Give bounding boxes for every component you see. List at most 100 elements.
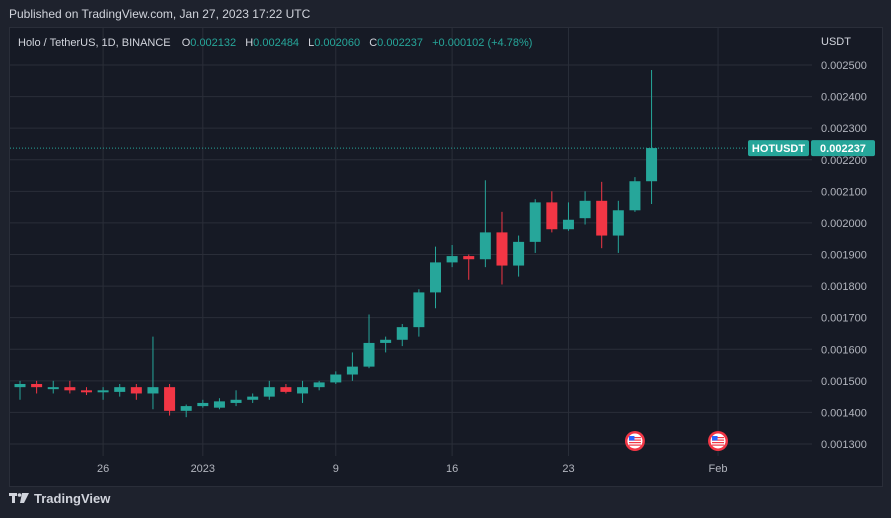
low-label: L xyxy=(308,37,314,49)
candle[interactable] xyxy=(430,246,441,309)
price-axis: 0.002500 0.002400 0.002300 0.002200 0.002100… xyxy=(821,60,867,451)
candle[interactable] xyxy=(346,352,358,381)
candle-body xyxy=(646,148,658,182)
symbol-label: Holo / TetherUS, 1D, BINANCE xyxy=(18,37,171,49)
tradingview-brand-label: TradingView xyxy=(34,491,111,506)
candle[interactable] xyxy=(47,380,59,394)
candle[interactable] xyxy=(31,380,43,394)
candle-body xyxy=(446,256,458,263)
candle[interactable] xyxy=(396,323,408,347)
candle-body xyxy=(629,181,641,211)
event-markers xyxy=(624,431,729,451)
price-tick-label: 0.001600 xyxy=(821,344,867,356)
price-tick-label: 0.001700 xyxy=(821,313,867,325)
candle[interactable] xyxy=(596,181,608,249)
candle[interactable] xyxy=(263,380,275,400)
candle-body xyxy=(64,387,76,391)
close-value: 0.002237 xyxy=(377,37,423,49)
price-tick-label: 0.001400 xyxy=(821,407,867,419)
candle[interactable] xyxy=(546,191,558,233)
candle[interactable] xyxy=(230,390,242,407)
candle[interactable] xyxy=(313,380,325,391)
candle[interactable] xyxy=(612,200,624,253)
candle-body xyxy=(213,401,225,408)
candle[interactable] xyxy=(164,383,176,416)
candle[interactable] xyxy=(180,404,192,418)
time-tick-label: 9 xyxy=(333,463,339,475)
candle-body xyxy=(413,292,425,328)
candle-body xyxy=(330,374,342,383)
price-tick-label: 0.002200 xyxy=(821,155,867,167)
candle-body xyxy=(263,387,275,397)
tradingview-logo-icon xyxy=(9,492,29,505)
candle[interactable] xyxy=(147,336,159,410)
ohlc-legend: Holo / TetherUS, 1D, BINANCE O0.002132 H… xyxy=(18,37,532,49)
axis-unit: USDT xyxy=(821,36,851,48)
candle[interactable] xyxy=(413,289,425,337)
candle-body xyxy=(546,202,558,230)
candle[interactable] xyxy=(64,380,76,394)
candle-body xyxy=(380,339,392,343)
candle[interactable] xyxy=(562,202,574,231)
candle-body xyxy=(47,387,59,390)
candle-body xyxy=(14,383,26,388)
candle[interactable] xyxy=(114,383,126,397)
tradingview-brand[interactable]: TradingView xyxy=(9,491,110,506)
candle[interactable] xyxy=(297,380,309,403)
candles xyxy=(14,70,658,418)
candle[interactable] xyxy=(479,180,491,268)
candle-body xyxy=(197,402,209,407)
current-price-label: 0.002237 xyxy=(820,143,866,155)
candle[interactable] xyxy=(496,211,508,285)
candle[interactable] xyxy=(363,314,375,369)
price-tick-label: 0.001800 xyxy=(821,281,867,293)
candle[interactable] xyxy=(579,191,591,225)
candle-body xyxy=(579,200,591,219)
candle[interactable] xyxy=(463,254,475,280)
candle[interactable] xyxy=(646,70,658,204)
time-tick-label: 23 xyxy=(562,463,574,475)
time-tick-label: Feb xyxy=(709,463,728,475)
candle[interactable] xyxy=(213,398,225,410)
candle[interactable] xyxy=(330,371,342,384)
us-flag-event-icon[interactable] xyxy=(708,431,729,451)
ticker-label: HOTUSDT xyxy=(752,143,805,155)
candle-body xyxy=(396,327,408,340)
candle-body xyxy=(80,390,92,393)
candle[interactable] xyxy=(14,380,26,400)
us-flag-event-icon[interactable] xyxy=(624,431,645,451)
price-tick-label: 0.002300 xyxy=(821,123,867,135)
price-tick-label: 0.001500 xyxy=(821,376,867,388)
candle-body xyxy=(180,406,192,411)
price-tick-label: 0.002400 xyxy=(821,92,867,104)
candle-body xyxy=(130,387,142,394)
price-tick-label: 0.002000 xyxy=(821,218,867,230)
candle-body xyxy=(147,387,159,394)
candle[interactable] xyxy=(446,245,458,268)
candle[interactable] xyxy=(513,235,525,277)
ticker-tag xyxy=(748,140,809,157)
candle[interactable] xyxy=(529,199,541,253)
open-value: 0.002132 xyxy=(190,37,236,49)
candle[interactable] xyxy=(380,336,392,353)
time-tick-label: 16 xyxy=(446,463,458,475)
candle[interactable] xyxy=(280,383,292,394)
candle[interactable] xyxy=(97,387,109,400)
candle-body xyxy=(297,387,309,394)
candle[interactable] xyxy=(629,177,641,212)
candle-body xyxy=(247,396,259,400)
candle-body xyxy=(596,200,608,236)
candle[interactable] xyxy=(197,399,209,408)
candle-body xyxy=(164,387,176,411)
candle[interactable] xyxy=(80,387,92,396)
candle-body xyxy=(562,219,574,230)
chart-frame[interactable] xyxy=(9,27,883,487)
candle-body xyxy=(280,387,292,392)
change-value: +0.000102 (+4.78%) xyxy=(432,37,532,49)
candle[interactable] xyxy=(247,393,259,403)
candle-body xyxy=(313,382,325,388)
candle[interactable] xyxy=(130,383,142,400)
time-tick-label: 26 xyxy=(97,463,109,475)
candle-body xyxy=(97,390,109,393)
